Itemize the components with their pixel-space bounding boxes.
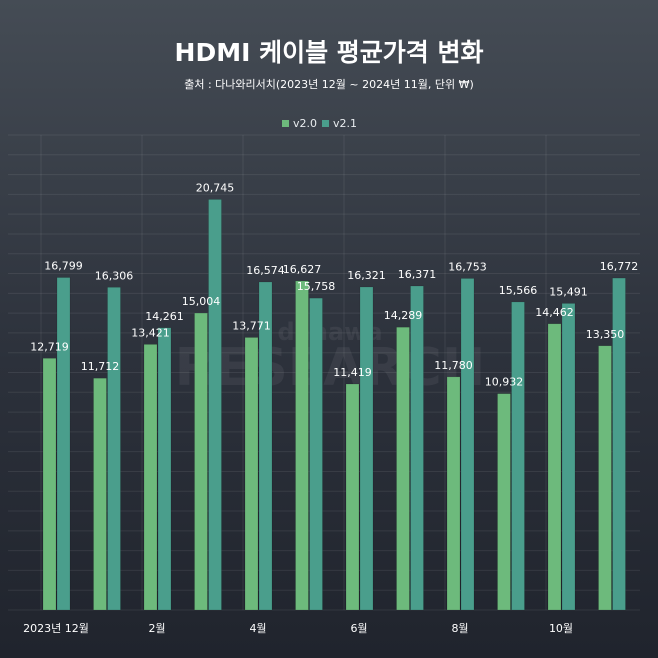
- bar-v2.0-6: [345, 383, 360, 611]
- data-label-v2.0-10: 14,462: [535, 306, 574, 319]
- bar-v2.1-3: [208, 199, 222, 611]
- data-label-v2.1-2: 14,261: [145, 310, 184, 323]
- bar-v2.1-4: [258, 281, 273, 611]
- data-label-v2.0-8: 11,780: [434, 359, 473, 372]
- data-label-v2.1-9: 15,566: [499, 284, 538, 297]
- data-label-v2.1-1: 16,306: [95, 269, 134, 282]
- data-label-v2.0-6: 11,419: [333, 366, 372, 379]
- data-label-v2.1-4: 16,574: [246, 264, 285, 277]
- data-label-v2.0-3: 15,004: [182, 295, 221, 308]
- bar-v2.0-5: [295, 280, 309, 611]
- bar-v2.0-9: [497, 393, 511, 611]
- data-label-v2.0-1: 11,712: [81, 360, 120, 373]
- data-label-v2.1-7: 16,371: [398, 268, 437, 281]
- bar-v2.1-6: [359, 286, 374, 611]
- legend-label-v20: v2.0: [293, 117, 317, 130]
- x-tick-label: 2023년 12월: [23, 622, 89, 635]
- data-label-v2.1-11: 16,772: [600, 260, 639, 273]
- bar-v2.0-10: [547, 323, 562, 611]
- data-label-v2.0-9: 10,932: [485, 376, 524, 389]
- data-label-v2.1-10: 15,491: [549, 285, 588, 298]
- bar-v2.0-4: [244, 337, 259, 611]
- x-tick-label: 6월: [350, 622, 367, 635]
- data-label-v2.0-5: 16,627: [283, 263, 322, 276]
- bar-v2.0-8: [446, 376, 461, 611]
- bar-v2.0-7: [396, 326, 410, 611]
- data-label-v2.0-4: 13,771: [232, 319, 271, 332]
- bar-v2.1-7: [410, 285, 424, 611]
- x-tick-labels: 2023년 12월 2월 4월 6월 8월 10월: [23, 622, 573, 635]
- x-tick-label: 10월: [549, 622, 573, 635]
- bars: [42, 199, 626, 611]
- bar-v2.0-1: [93, 377, 107, 611]
- legend-label-v21: v2.1: [333, 117, 357, 130]
- bar-v2.0-3: [194, 312, 208, 611]
- x-tick-label: 8월: [451, 622, 468, 635]
- data-label-v2.0-11: 13,350: [586, 328, 625, 341]
- legend-swatch-v20: [282, 120, 289, 127]
- data-labels: 12,719 11,712 13,421 15,004 13,771 16,627 11,4…: [30, 181, 638, 388]
- data-label-v2.0-0: 12,719: [30, 340, 69, 353]
- watermark-logo: RESEARCH: [175, 338, 486, 398]
- bar-v2.1-1: [107, 287, 121, 611]
- bar-v2.1-10: [561, 303, 576, 611]
- bar-v2.1-5: [309, 297, 323, 611]
- bar-v2.1-2: [157, 327, 172, 611]
- bar-v2.1-9: [511, 301, 525, 611]
- data-label-v2.1-8: 16,753: [448, 260, 487, 273]
- bar-v2.1-0: [56, 277, 71, 611]
- chart-subtitle: 출처 : 다나와리서치(2023년 12월 ~ 2024년 11월, 단위 ₩): [184, 78, 474, 91]
- data-label-v2.0-2: 13,421: [131, 326, 170, 339]
- legend: v2.0 v2.1: [282, 117, 357, 130]
- bar-v2.0-11: [598, 345, 612, 611]
- bar-v2.0-0: [42, 358, 57, 611]
- x-tick-label: 4월: [249, 622, 266, 635]
- bar-v2.0-2: [143, 344, 158, 611]
- data-label-v2.1-6: 16,321: [347, 269, 386, 282]
- bar-v2.1-11: [612, 277, 626, 611]
- chart-title: HDMI 케이블 평균가격 변화: [175, 38, 484, 67]
- legend-swatch-v21: [322, 120, 329, 127]
- data-label-v2.1-0: 16,799: [44, 260, 83, 273]
- x-tick-label: 2월: [148, 622, 165, 635]
- bar-v2.1-8: [460, 278, 475, 611]
- data-label-v2.1-3: 20,745: [196, 181, 235, 194]
- data-label-v2.1-5: 15,758: [297, 280, 336, 293]
- data-label-v2.0-7: 14,289: [384, 309, 423, 322]
